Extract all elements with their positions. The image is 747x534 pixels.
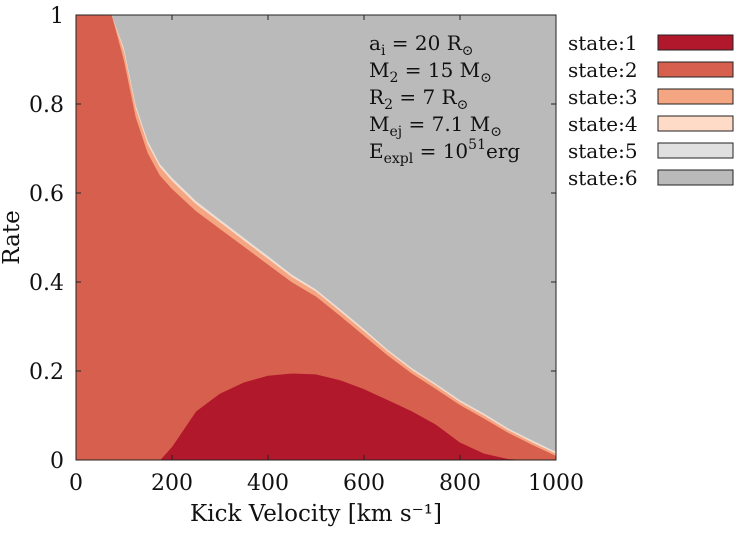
x-tick-label: 600 xyxy=(343,471,385,496)
y-axis-label: Rate xyxy=(0,210,25,264)
legend-swatch xyxy=(657,61,734,78)
x-tick-label: 400 xyxy=(247,471,289,496)
stacked-areas xyxy=(75,14,557,461)
x-tick-label: 200 xyxy=(151,471,193,496)
annotation-line: Eexpl = 1051erg xyxy=(369,137,520,167)
annotation-line: M2 = 15 M⊙ xyxy=(369,58,492,86)
x-tick-label: 1000 xyxy=(528,471,584,496)
legend-label: state:4 xyxy=(568,112,638,136)
legend: state:1 state:2 state:3 state:4 state:5 state… xyxy=(568,31,734,190)
legend-label: state:2 xyxy=(568,58,638,82)
x-tick-label: 800 xyxy=(439,471,481,496)
y-tick-label: 0.6 xyxy=(29,182,64,207)
legend-label: state:6 xyxy=(568,166,638,190)
legend-label: state:3 xyxy=(568,85,638,109)
plot-frame xyxy=(75,14,557,461)
legend-label: state:5 xyxy=(568,139,638,163)
y-tick-label: 0 xyxy=(50,449,64,474)
x-axis-label: Kick Velocity [km s⁻¹] xyxy=(190,501,442,527)
x-axis-ticks: 0 200 400 600 800 1000 xyxy=(69,15,584,496)
annotation-line: ai = 20 R⊙ xyxy=(369,31,474,59)
x-tick-label: 0 xyxy=(69,471,83,496)
y-tick-label: 0.4 xyxy=(29,271,64,296)
legend-label: state:1 xyxy=(568,31,638,55)
legend-swatch xyxy=(657,142,734,159)
parameter-annotations: ai = 20 R⊙M2 = 15 M⊙R2 = 7 R⊙Mej = 7.1 M… xyxy=(369,31,520,167)
y-axis-ticks: 0 0.2 0.4 0.6 0.8 1 xyxy=(29,4,556,474)
y-tick-label: 1 xyxy=(50,4,64,29)
y-tick-label: 0.2 xyxy=(29,360,64,385)
annotation-line: Mej = 7.1 M⊙ xyxy=(369,112,502,140)
legend-swatch xyxy=(657,115,734,132)
legend-swatch xyxy=(657,169,734,186)
legend-swatch xyxy=(657,88,734,105)
annotation-line: R2 = 7 R⊙ xyxy=(369,85,468,113)
y-tick-label: 0.8 xyxy=(29,93,64,118)
legend-swatch xyxy=(657,34,734,51)
